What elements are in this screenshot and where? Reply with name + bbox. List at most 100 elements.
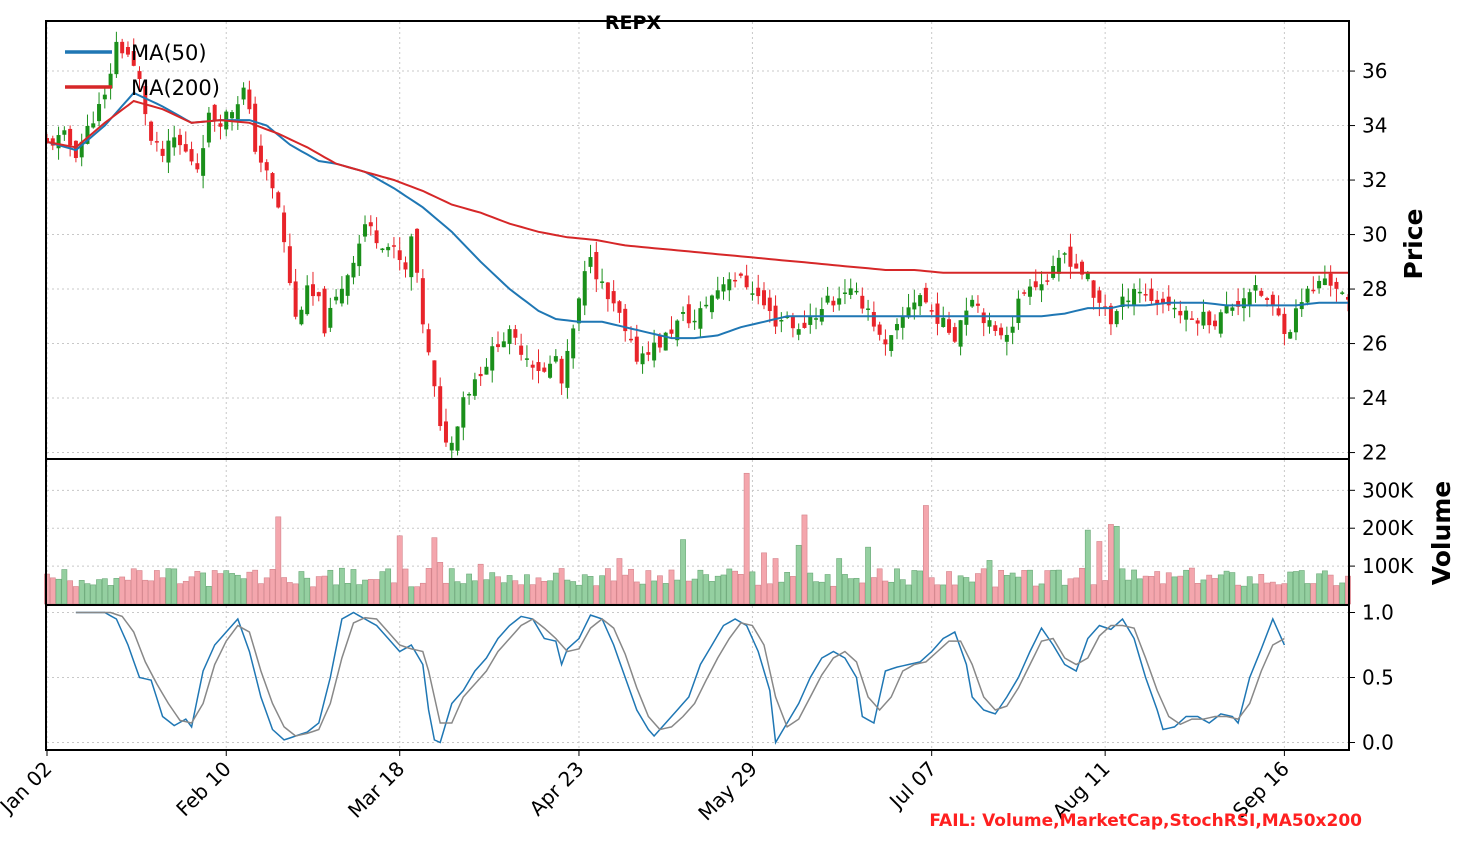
legend-label-ma50: MA(50) xyxy=(131,41,207,65)
stochrsi-tick-label: 0.5 xyxy=(1362,666,1394,690)
candle xyxy=(935,292,940,336)
candle-body xyxy=(866,308,871,310)
candle xyxy=(241,82,246,105)
candle-body xyxy=(958,320,963,347)
candle-body xyxy=(981,312,986,324)
candle-body xyxy=(496,344,501,348)
candle-body xyxy=(1172,307,1177,310)
candle-body xyxy=(212,104,217,122)
candle-body xyxy=(1201,311,1206,326)
volume-bar xyxy=(1125,579,1132,605)
volume-bar xyxy=(1241,585,1247,605)
candle-body xyxy=(1241,298,1246,309)
candle xyxy=(883,329,888,356)
candle xyxy=(201,134,206,189)
candle-body xyxy=(507,329,512,344)
candle-body xyxy=(310,284,315,297)
candle-body xyxy=(842,292,847,295)
candle xyxy=(334,289,339,305)
candle xyxy=(565,339,570,399)
candle-body xyxy=(1265,298,1270,300)
volume-bar xyxy=(865,546,871,605)
candle-body xyxy=(253,103,258,152)
candle xyxy=(166,128,171,174)
candle xyxy=(258,134,263,173)
volume-bar xyxy=(894,568,900,605)
candle xyxy=(102,86,107,109)
candle-body xyxy=(715,290,720,299)
candle-body xyxy=(1114,311,1119,325)
volume-bar xyxy=(1108,524,1114,605)
volume-bar xyxy=(1246,576,1253,605)
candle xyxy=(455,426,460,456)
candle xyxy=(559,355,564,395)
volume-bar xyxy=(454,581,461,605)
candle xyxy=(605,281,610,312)
candle xyxy=(363,215,368,242)
candle-body xyxy=(1091,280,1096,298)
candle-body xyxy=(137,71,142,79)
candle xyxy=(1062,251,1067,264)
volume-bar xyxy=(853,577,860,605)
candle xyxy=(1022,289,1027,296)
candle-body xyxy=(149,121,154,141)
candle-body xyxy=(553,356,558,362)
candle-body xyxy=(1010,326,1015,333)
candle-body xyxy=(571,328,576,359)
volume-bar xyxy=(500,582,507,605)
candle-body xyxy=(576,298,581,324)
candle xyxy=(247,80,252,114)
candle-body xyxy=(1143,294,1148,296)
volume-bar xyxy=(732,570,738,605)
volume-bar xyxy=(1264,582,1270,605)
candle-body xyxy=(993,325,998,331)
candle-body xyxy=(808,316,813,325)
candle xyxy=(287,233,292,286)
volume-bar xyxy=(471,580,478,605)
volume-bar xyxy=(529,584,536,605)
candle xyxy=(131,38,136,67)
volume-bar xyxy=(1154,571,1161,605)
candle-body xyxy=(108,73,113,89)
volume-bar xyxy=(709,581,715,605)
candle xyxy=(1132,283,1137,316)
candle xyxy=(322,286,327,337)
candle-body xyxy=(282,212,287,243)
volume-bar xyxy=(645,570,652,605)
chart-legend: MA(50) MA(200) xyxy=(65,41,220,100)
price-tick-label: 36 xyxy=(1362,59,1387,83)
candle xyxy=(1270,291,1275,316)
candle xyxy=(692,309,697,330)
volume-bar xyxy=(934,584,941,605)
candle xyxy=(62,126,67,141)
candle xyxy=(1143,283,1148,302)
candle xyxy=(952,322,957,344)
volume-bar xyxy=(321,575,328,605)
candle xyxy=(114,31,119,78)
volume-bar xyxy=(581,574,588,605)
candle-body xyxy=(345,275,350,296)
candle-body xyxy=(825,295,830,303)
volume-bar xyxy=(876,568,883,605)
volume-bar xyxy=(477,563,484,605)
candle-body xyxy=(548,363,553,378)
candle xyxy=(357,234,362,276)
volume-bar xyxy=(159,577,166,605)
volume-bar xyxy=(344,583,351,605)
candle-body xyxy=(172,137,177,148)
volume-bar xyxy=(292,583,299,605)
volume-axis-label: Volume xyxy=(1427,481,1456,586)
candle xyxy=(1282,307,1287,346)
candle xyxy=(1166,285,1171,312)
volume-bar xyxy=(396,535,403,605)
candle-body xyxy=(62,130,67,135)
volume-bar xyxy=(761,552,767,605)
volume-bar xyxy=(518,584,525,605)
candle-body xyxy=(85,125,90,144)
candle xyxy=(686,295,691,329)
candle xyxy=(1114,309,1119,328)
candle-body xyxy=(177,134,182,146)
ma200-line xyxy=(46,99,1348,274)
volume-bar xyxy=(651,580,658,605)
volume-tick-label: 200K xyxy=(1362,516,1414,540)
